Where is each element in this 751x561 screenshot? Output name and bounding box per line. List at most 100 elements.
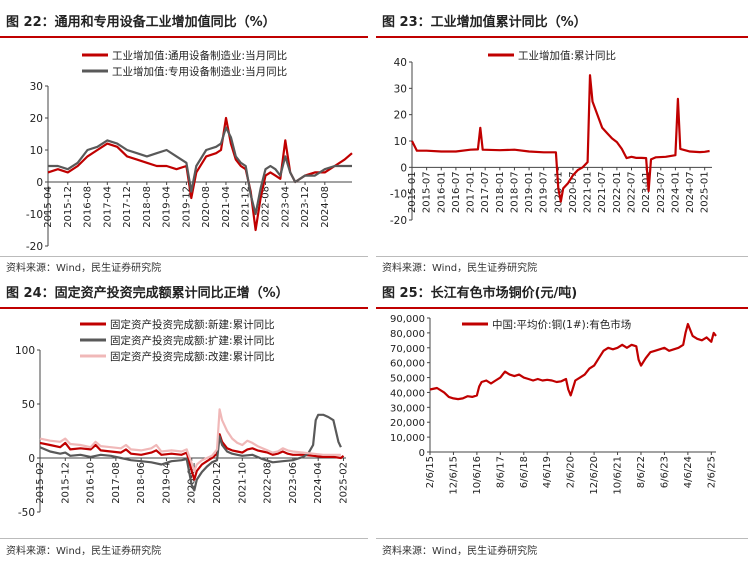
y-tick-label: 40,000 xyxy=(390,388,425,399)
x-tick-label: 2015-12 xyxy=(60,462,71,504)
panel-24: 图 24：固定资产投资完成额累计同比正增（%） -50 0 50 100 2015-02… xyxy=(0,281,368,559)
series-line xyxy=(39,408,341,473)
x-tick-label: 2024-08 xyxy=(320,186,331,228)
divider-right-bottom xyxy=(376,538,748,539)
x-tick-label: 2018-08 xyxy=(142,186,153,228)
x-tick-label: 2024-07 xyxy=(685,171,696,213)
x-tick-label: 2023-12 xyxy=(300,186,311,228)
legend-label: 固定资产投资完成额:新建:累计同比 xyxy=(110,318,275,331)
x-tick-label: 2020-08 xyxy=(201,186,212,228)
legend-label: 工业增加值:累计同比 xyxy=(518,49,616,62)
x-tick-label: 2023-06 xyxy=(288,462,299,504)
source-note: 资料来源：Wind，民生证券研究院 xyxy=(6,263,162,274)
x-tick-label: 2023-04 xyxy=(280,186,291,228)
series-line xyxy=(39,413,342,492)
panel-23: 图 23：工业增加值累计同比（%） -20 -10 0 10 20 30 40 2015-01… xyxy=(376,10,748,275)
x-tick-label: 2017-07 xyxy=(480,171,491,213)
divider-right-top xyxy=(376,256,748,257)
source-note: 资料来源：Wind，民生证券研究院 xyxy=(382,546,538,557)
x-tick-label: 2/6/15 xyxy=(425,456,436,488)
panel-title: 图 22：通用和专用设备工业增加值同比（%） xyxy=(0,10,368,38)
x-tick-label: 2019-04 xyxy=(161,462,172,504)
series-line xyxy=(48,126,352,216)
x-tick-label: 2018-01 xyxy=(495,171,506,213)
y-tick-label: -20 xyxy=(26,241,43,253)
series-line xyxy=(411,74,710,203)
chart-22: -20 -10 0 10 20 30 2015-04 2015-12 2016-08 2017-0… xyxy=(26,49,353,253)
x-tick-label: 2023-01 xyxy=(641,171,652,213)
x-tick-label: 2021-10 xyxy=(237,462,248,504)
x-tick-label: 10/6/21 xyxy=(613,456,624,495)
y-tick-label: 70,000 xyxy=(390,344,425,355)
x-tick-label: 2021-12 xyxy=(241,186,252,228)
series-line xyxy=(39,433,345,481)
x-tick-label: 2024-04 xyxy=(313,462,324,504)
chart-24: -50 0 50 100 2015-02 2015-12 2016-10 2017-08 201… xyxy=(15,318,350,519)
source-note: 资料来源：Wind，民生证券研究院 xyxy=(382,263,538,274)
x-tick-label: 2017-04 xyxy=(102,186,113,228)
y-tick-label: 30,000 xyxy=(390,403,425,414)
x-tick-label: 2022-08 xyxy=(263,462,274,504)
panel-title: 图 24：固定资产投资完成额累计同比正增（%） xyxy=(0,281,368,309)
x-tick-label: 2015-01 xyxy=(407,171,418,213)
x-tick-label: 2/6/25 xyxy=(706,456,717,488)
y-tick-label: -10 xyxy=(26,209,43,221)
x-tick-label: 2020-12 xyxy=(212,462,223,504)
y-tick-label: -50 xyxy=(18,507,35,519)
x-tick-label: 2019-01 xyxy=(524,171,535,213)
x-tick-label: 2021-04 xyxy=(221,186,232,228)
y-tick-label: 0 xyxy=(28,453,35,465)
x-tick-label: 2025-02 xyxy=(338,462,349,504)
y-tick-label: 0 xyxy=(419,448,425,459)
x-tick-label: 2017-01 xyxy=(466,171,477,213)
panel-22: 图 22：通用和专用设备工业增加值同比（%） -20 -10 0 10 20 30 2015… xyxy=(0,10,368,275)
y-tick-label: 80,000 xyxy=(390,329,425,340)
x-tick-label: 2017-08 xyxy=(111,462,122,504)
x-tick-label: 2016-07 xyxy=(451,171,462,213)
x-tick-label: 2016-08 xyxy=(83,186,94,228)
y-tick-label: 30 xyxy=(394,83,407,95)
panel-title: 图 23：工业增加值累计同比（%） xyxy=(376,10,748,38)
x-tick-label: 2015-12 xyxy=(63,186,74,228)
y-tick-label: 40 xyxy=(394,57,407,69)
series-line xyxy=(429,322,717,401)
legend-label: 工业增加值:专用设备制造业:当月同比 xyxy=(112,65,287,78)
panel-title: 图 25：长江有色市场铜价(元/吨) xyxy=(376,281,748,309)
x-tick-label: 6/6/23 xyxy=(659,456,670,488)
y-tick-label: 50 xyxy=(22,399,35,411)
x-tick-label: 2016-01 xyxy=(436,171,447,213)
divider-left-top xyxy=(0,256,368,257)
x-tick-label: 2025-01 xyxy=(700,171,711,213)
panel-25: 图 25：长江有色市场铜价(元/吨) 0 10,000 20,000 30,000 40… xyxy=(376,281,748,559)
y-tick-label: 20 xyxy=(30,113,43,125)
x-tick-label: 2016-10 xyxy=(86,462,97,504)
x-tick-label: 2019-04 xyxy=(162,186,173,228)
x-tick-label: 4/6/24 xyxy=(683,456,694,488)
x-tick-label: 2017-12 xyxy=(122,186,133,228)
x-tick-label: 4/6/19 xyxy=(542,456,553,488)
chart-23: -20 -10 0 10 20 30 40 2015-01 2015-07 2016-01 2016… xyxy=(390,49,712,227)
y-tick-label: 100 xyxy=(15,345,35,357)
chart-25: 0 10,000 20,000 30,000 40,000 50,000 60,000 70,… xyxy=(390,314,717,495)
x-tick-label: 2022-08 xyxy=(260,186,271,228)
y-tick-label: 10 xyxy=(394,136,407,148)
x-tick-label: 12/6/20 xyxy=(589,456,600,495)
x-tick-label: 2018-06 xyxy=(136,462,147,504)
y-tick-label: 50,000 xyxy=(390,374,425,385)
y-tick-label: -20 xyxy=(390,215,407,227)
x-tick-label: 2015-02 xyxy=(35,462,46,504)
x-tick-label: 2018-07 xyxy=(509,171,520,213)
x-tick-label: 10/6/16 xyxy=(472,456,483,495)
y-tick-label: 60,000 xyxy=(390,359,425,370)
y-tick-label: 90,000 xyxy=(390,314,425,325)
x-tick-label: 2022-07 xyxy=(627,171,638,213)
legend-label: 固定资产投资完成额:改建:累计同比 xyxy=(110,350,275,363)
y-tick-label: 10,000 xyxy=(390,433,425,444)
x-tick-label: 2019-07 xyxy=(539,171,550,213)
x-tick-label: 2015-04 xyxy=(43,186,54,228)
y-tick-label: 0 xyxy=(400,162,407,174)
x-tick-label: 2022-01 xyxy=(612,171,623,213)
x-tick-label: 6/6/18 xyxy=(519,456,530,488)
y-tick-label: 0 xyxy=(36,177,43,189)
y-tick-label: -10 xyxy=(390,189,407,201)
